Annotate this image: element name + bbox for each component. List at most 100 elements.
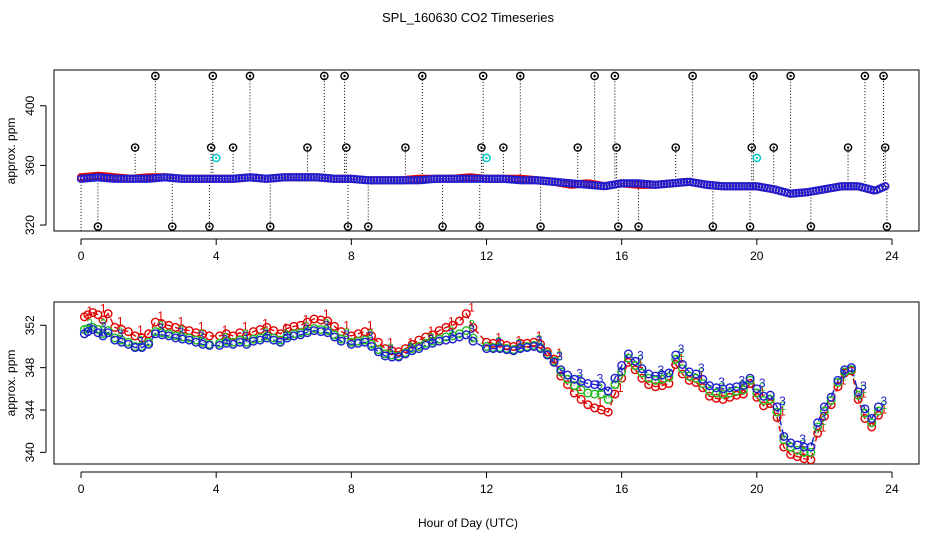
flag-point — [536, 222, 545, 231]
series-3-point — [563, 370, 573, 380]
series-2-point — [583, 388, 593, 398]
series-1-point — [482, 337, 492, 347]
top-series-3-point — [530, 176, 540, 185]
top-series-3-point — [501, 174, 511, 184]
series-2-label: 2 — [637, 353, 644, 367]
series-2-point — [718, 389, 728, 399]
series-3-point — [745, 373, 755, 383]
series-3-point — [204, 340, 214, 350]
top-series-3-point — [185, 174, 195, 184]
series-3-point — [873, 402, 883, 412]
top-series-3-point — [275, 173, 284, 182]
top-series-3-point — [642, 179, 652, 189]
top-series-3-point — [389, 176, 399, 185]
series-2-point — [826, 395, 836, 405]
chart-title: SPL_160630 CO2 Timeseries — [382, 10, 554, 25]
series-3-label: 3 — [367, 329, 374, 343]
series-3-point — [765, 390, 775, 400]
flag-point — [228, 143, 238, 152]
series-2-label: 2 — [739, 378, 746, 392]
top-series-3-point — [424, 175, 433, 184]
series-2-label: 2 — [779, 399, 786, 413]
top-series-3-point — [432, 174, 442, 184]
top-series-3-point — [473, 174, 482, 184]
top-series-3-point — [105, 174, 114, 183]
flag-point — [515, 71, 525, 81]
flag-point — [151, 71, 160, 81]
series-1-point — [316, 315, 326, 325]
flag-point-center — [306, 146, 309, 149]
series-2-point — [813, 422, 823, 432]
flag-point-center — [882, 74, 885, 78]
series-2-point — [461, 326, 471, 336]
top-series-3-point — [846, 182, 855, 191]
series-1-point — [323, 316, 333, 326]
top-series-3-point — [174, 174, 183, 183]
flag-point-center — [211, 74, 215, 78]
series-3-label: 3 — [576, 366, 583, 380]
series-1-label: 1 — [367, 319, 374, 333]
top-series-3-point — [547, 177, 557, 186]
series-2-label: 2 — [576, 373, 583, 387]
series-1-point — [833, 382, 843, 392]
top-series-3-point — [579, 180, 588, 189]
flag-point — [130, 143, 140, 152]
series-3-label: 3 — [495, 336, 502, 350]
top-series-3-point — [272, 173, 281, 183]
flag-point-center — [846, 146, 850, 149]
top-series-3-point — [358, 175, 367, 185]
flag-point — [320, 71, 329, 81]
cyan-point — [482, 153, 491, 163]
series-2-label: 2 — [468, 318, 475, 332]
flag-point — [341, 143, 351, 152]
series-3-point — [556, 365, 566, 375]
flag-point-center — [576, 146, 579, 149]
top-series-3-point — [269, 174, 278, 183]
top-series-3-point — [705, 180, 715, 190]
top-series-3-point — [461, 174, 471, 184]
series-3-point — [522, 343, 532, 353]
top-series-3-point — [102, 173, 112, 183]
top-series-3-point — [312, 173, 321, 182]
top-series-3-point — [556, 178, 565, 187]
top-series-3-point — [318, 173, 327, 182]
series-3-point — [198, 339, 208, 349]
top-series-3-point — [490, 174, 499, 184]
top-series-3-point — [378, 176, 387, 185]
series-2-label: 2 — [698, 365, 705, 379]
series-1-point — [563, 380, 573, 390]
series-2-point — [819, 406, 829, 416]
series-1-point — [664, 379, 674, 389]
flag-point — [401, 143, 410, 152]
top-series-3-point — [493, 174, 502, 184]
flag-point-center — [96, 225, 100, 228]
top-series-3-point — [496, 174, 505, 184]
series-3-point — [752, 384, 762, 394]
series-1-label: 1 — [576, 380, 583, 394]
top-series-3-point — [499, 174, 508, 184]
bottom-y-tick-label: 352 — [23, 315, 37, 335]
top-series-3-point — [395, 176, 405, 185]
flag-point-center — [789, 74, 792, 78]
series-3-point — [83, 327, 93, 337]
top-series-3-point — [254, 173, 264, 183]
top-series-3-point — [246, 173, 255, 182]
series-2-point — [637, 368, 647, 378]
top-series-3-point — [507, 175, 517, 184]
series-2-label: 2 — [100, 317, 107, 331]
series-2-label: 2 — [556, 348, 563, 362]
series-3-point — [329, 332, 339, 342]
series-3-point — [221, 338, 231, 348]
flag-point-center — [519, 74, 522, 78]
top-series-3-point — [260, 174, 270, 183]
series-3-point — [677, 359, 687, 369]
top-series-3-point — [527, 176, 537, 185]
top-series-3-point — [214, 174, 224, 184]
series-3-label: 3 — [840, 367, 847, 381]
top-series-3-point — [407, 176, 416, 185]
flag-point-center — [593, 74, 596, 78]
series-2-label: 2 — [840, 369, 847, 383]
top-series-3-point — [668, 179, 677, 188]
series-3-label: 3 — [739, 374, 746, 388]
top-series-3-point — [567, 179, 577, 188]
